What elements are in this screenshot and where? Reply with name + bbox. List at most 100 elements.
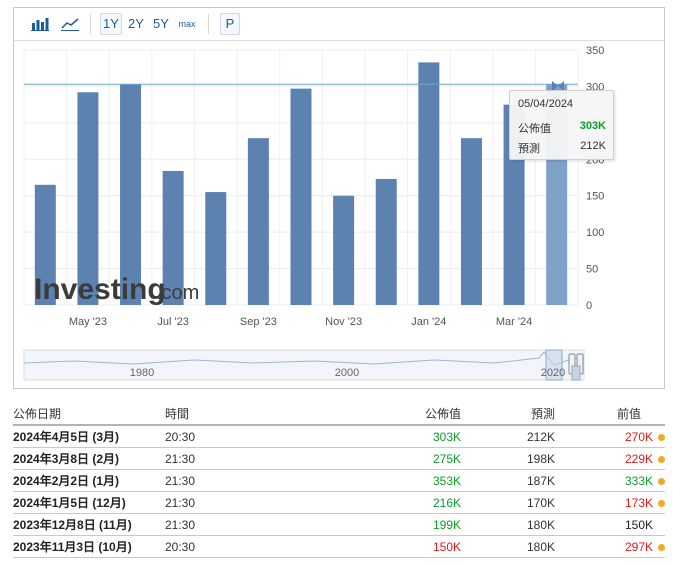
release-date-cell: 2024年2月2日 (1月) — [13, 474, 120, 488]
bar-series — [34, 62, 568, 306]
forecast-value-cell: 212K — [526, 430, 555, 444]
release-date-cell: 2024年3月8日 (2月) — [13, 452, 120, 466]
range-5y-button[interactable]: 5Y — [153, 16, 169, 31]
x-tick-label: May '23 — [69, 316, 107, 328]
header-release-date[interactable]: 公佈日期 — [13, 407, 62, 421]
x-axis: May '23 Jul '23 Sep '23 Nov '23 Jan '24 Mar '… — [69, 316, 532, 328]
chart-toolbar: 1Y 2Y 5Y max P — [14, 8, 664, 41]
bar-chart: Investing .com 050100150200250300350 May… — [23, 45, 604, 328]
bar-chart-icon — [31, 18, 49, 31]
revised-indicator-icon[interactable] — [658, 434, 665, 441]
navigator-scrollbar-thumb[interactable] — [571, 365, 581, 381]
header-forecast[interactable]: 預測 — [530, 407, 555, 421]
revised-indicator-icon[interactable] — [658, 456, 665, 463]
x-tick-label: Jan '24 — [411, 316, 446, 328]
tooltip-actual-value: 303K — [579, 120, 606, 132]
release-date-cell: 2023年12月8日 (11月) — [13, 518, 132, 532]
table-header-row: 公佈日期 時間 公佈值 預測 前值 — [13, 402, 665, 426]
previous-value-cell: 333K — [624, 474, 653, 488]
navigator-year-label: 2000 — [335, 367, 359, 379]
data-tooltip: 05/04/2024 公佈值 303K 預測 212K — [509, 90, 614, 160]
x-tick-label: Mar '24 — [496, 316, 532, 328]
previous-value-cell: 150K — [624, 518, 653, 532]
crosshair-marker-icon — [552, 81, 564, 91]
header-time[interactable]: 時間 — [165, 407, 190, 421]
y-tick-label: 100 — [586, 227, 604, 239]
revised-indicator-icon[interactable] — [658, 544, 665, 551]
toolbar-divider — [90, 14, 91, 34]
navigator-year-label: 2020 — [541, 367, 565, 379]
watermark-suffix: .com — [156, 282, 199, 304]
previous-value-cell: 229K — [624, 452, 653, 466]
time-cell: 20:30 — [165, 430, 196, 444]
y-tick-label: 0 — [586, 300, 592, 312]
revised-indicator-icon[interactable] — [658, 478, 665, 485]
forecast-value-cell: 170K — [526, 496, 555, 510]
navigator-selected-range[interactable] — [545, 349, 563, 381]
bar[interactable] — [375, 178, 397, 305]
navigator-year-label: 1980 — [130, 367, 154, 379]
toolbar-divider — [208, 14, 209, 34]
table-row: 2024年2月2日 (1月) 21:30 353K 187K 333K — [13, 470, 665, 492]
tooltip-date: 05/04/2024 — [518, 98, 574, 110]
table-row: 2024年1月5日 (12月) 21:30 216K 170K 173K — [13, 492, 665, 514]
forecast-value-cell: 187K — [526, 474, 555, 488]
bar[interactable] — [77, 92, 99, 305]
time-navigator[interactable]: 1980 2000 2020 — [14, 8, 666, 390]
time-cell: 21:30 — [165, 474, 196, 488]
preliminary-toggle-button[interactable]: P — [220, 13, 240, 35]
range-2y-button[interactable]: 2Y — [128, 16, 144, 31]
y-tick-label: 50 — [586, 264, 598, 276]
y-tick-label: 150 — [586, 191, 604, 203]
history-table: 公佈日期 時間 公佈值 預測 前值 2024年4月5日 (3月) 20:30 303… — [13, 402, 665, 558]
x-tick-label: Jul '23 — [157, 316, 188, 328]
previous-value-cell: 297K — [624, 540, 653, 554]
y-tick-label: 350 — [586, 45, 604, 57]
bar[interactable] — [247, 138, 269, 305]
actual-value-cell: 275K — [432, 452, 461, 466]
table-row: 2024年3月8日 (2月) 21:30 275K 198K 229K — [13, 448, 665, 470]
actual-value-cell: 353K — [432, 474, 461, 488]
line-chart-type-button[interactable] — [58, 13, 82, 35]
bar[interactable] — [333, 195, 355, 305]
chart-panel: 1Y 2Y 5Y max P Investing .com 0 50 100 150 2… — [13, 7, 665, 389]
previous-value-cell: 173K — [624, 496, 653, 510]
header-actual[interactable]: 公佈值 — [424, 407, 461, 421]
time-cell: 21:30 — [165, 452, 196, 466]
navigator-track — [23, 349, 585, 381]
table-row: 2023年12月8日 (11月) 21:30 199K 180K 150K — [13, 514, 665, 536]
time-cell: 21:30 — [165, 496, 196, 510]
bar[interactable] — [34, 184, 56, 305]
x-tick-label: Nov '23 — [325, 316, 362, 328]
previous-value-cell: 270K — [624, 430, 653, 444]
tooltip-actual-label: 公佈值 — [518, 123, 551, 135]
revised-indicator-icon[interactable] — [658, 500, 665, 507]
bar[interactable] — [120, 84, 142, 305]
range-1y-button[interactable]: 1Y — [100, 13, 122, 35]
bar[interactable] — [162, 170, 184, 305]
table-row: 2024年4月5日 (3月) 20:30 303K 212K 270K — [13, 426, 665, 448]
table-body: 2024年4月5日 (3月) 20:30 303K 212K 270K 2024年3月8日… — [13, 426, 665, 558]
actual-value-cell: 150K — [432, 540, 461, 554]
x-tick-label: Sep '23 — [240, 316, 277, 328]
release-date-cell: 2023年11月3日 (10月) — [13, 540, 132, 554]
watermark-brand: Investing — [34, 273, 166, 306]
forecast-value-cell: 180K — [526, 540, 555, 554]
actual-value-cell: 303K — [432, 430, 461, 444]
range-max-button[interactable]: max — [178, 19, 196, 29]
tooltip-forecast-value: 212K — [580, 140, 606, 152]
actual-value-cell: 199K — [432, 518, 461, 532]
bar[interactable] — [205, 192, 227, 305]
release-date-cell: 2024年4月5日 (3月) — [13, 430, 120, 444]
table-row: 2023年11月3日 (10月) 20:30 150K 180K 297K — [13, 536, 665, 558]
forecast-value-cell: 198K — [526, 452, 555, 466]
tooltip-forecast-label: 預測 — [518, 143, 540, 155]
bar[interactable] — [460, 138, 482, 305]
bar-chart-type-button[interactable] — [28, 13, 52, 35]
bar[interactable] — [290, 88, 312, 305]
actual-value-cell: 216K — [432, 496, 461, 510]
line-chart-icon — [61, 18, 79, 31]
header-previous[interactable]: 前值 — [616, 407, 641, 421]
forecast-value-cell: 180K — [526, 518, 555, 532]
bar[interactable] — [418, 62, 440, 306]
